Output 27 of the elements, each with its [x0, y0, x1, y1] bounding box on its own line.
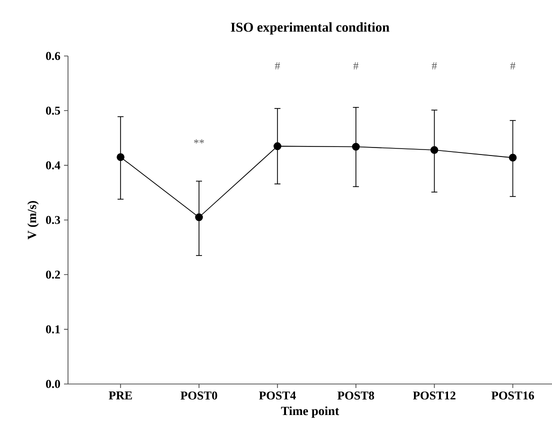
- x-tick-label: POST4: [259, 392, 296, 400]
- point: [352, 142, 360, 151]
- y-tick-label: 0.4: [46, 161, 60, 170]
- y-tick-label: 0.5: [46, 106, 60, 115]
- y-tick-label: 0.6: [46, 52, 60, 60]
- chart-title: ISO experimental condition: [230, 22, 390, 34]
- x-tick-label: POST16: [491, 392, 534, 400]
- annotation: #: [432, 62, 437, 70]
- y-tick-label: 0.2: [46, 270, 60, 279]
- x-tick-label: POST0: [180, 392, 218, 400]
- x-axis-title: Time point: [281, 406, 340, 418]
- point: [195, 213, 203, 222]
- y-tick-label: 0.0: [46, 380, 60, 388]
- y-tick-label: 0.1: [46, 325, 60, 334]
- x-tick-label: POST8: [338, 392, 374, 400]
- annotation: #: [510, 62, 516, 70]
- point: [508, 154, 517, 162]
- y-tick-label: 0.3: [46, 216, 60, 224]
- point: [116, 153, 124, 162]
- annotation: **: [194, 139, 204, 144]
- annotation: #: [274, 62, 280, 70]
- annotation: #: [353, 62, 358, 70]
- point: [430, 146, 438, 154]
- y-axis-title: V (m/s): [27, 201, 39, 240]
- x-tick-label: POST12: [412, 392, 456, 400]
- x-tick-label: PRE: [108, 392, 132, 400]
- point: [274, 142, 282, 150]
